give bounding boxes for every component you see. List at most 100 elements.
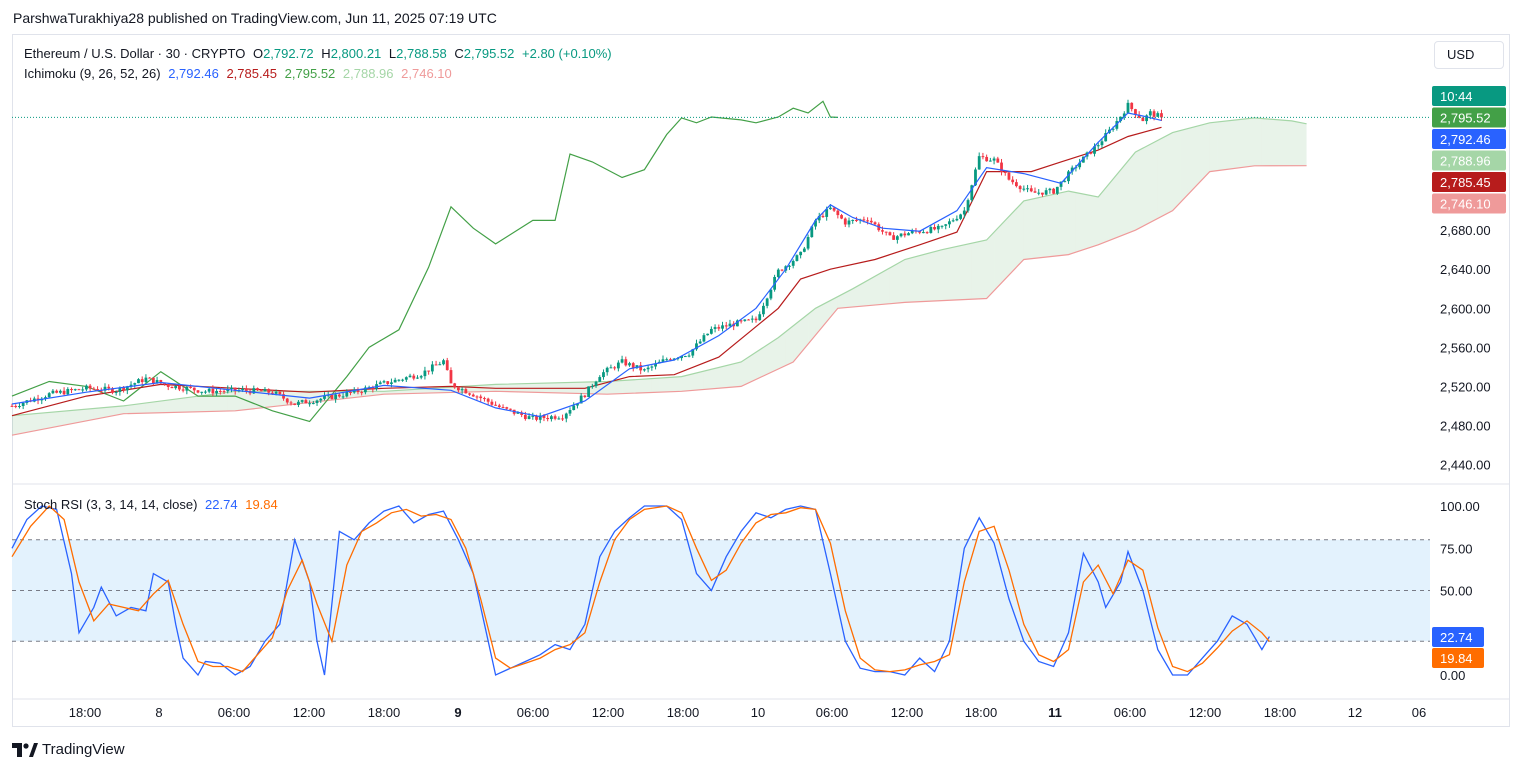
candle-body	[624, 359, 628, 366]
stoch-legend[interactable]: Stoch RSI (3, 3, 14, 14, close) 22.74 19…	[24, 497, 282, 512]
candle-body	[538, 415, 542, 420]
candle	[996, 156, 1000, 163]
candle	[572, 402, 576, 411]
candle-body	[196, 390, 200, 393]
candle	[85, 384, 88, 392]
cloud-segment	[1217, 121, 1225, 171]
candle-body	[955, 218, 959, 221]
candle-body	[382, 381, 386, 383]
candle-body	[244, 388, 248, 391]
ichimoku-legend[interactable]: Ichimoku (9, 26, 52, 26) 2,792.46 2,785.…	[24, 66, 456, 81]
candle	[884, 231, 888, 236]
candle	[349, 391, 352, 396]
candle-body	[349, 392, 352, 394]
candle-body	[639, 365, 643, 371]
candle	[337, 393, 341, 398]
candle-body	[122, 387, 125, 391]
candle	[1160, 109, 1163, 121]
lead-b-value: 2,746.10	[401, 66, 452, 81]
candle-body	[51, 390, 55, 394]
price-tag: 2,785.45	[1432, 172, 1506, 192]
candle	[616, 360, 620, 372]
candle-body	[1156, 113, 1160, 117]
candle-body	[230, 387, 233, 389]
candle-body	[323, 395, 326, 399]
candle-body	[851, 219, 855, 221]
candle	[988, 157, 992, 162]
candle-body	[166, 384, 170, 387]
candle-body	[576, 403, 579, 406]
chart-frame	[12, 34, 1510, 727]
open-value: 2,792.72	[263, 46, 314, 61]
price-tag-label: 2,792.46	[1440, 132, 1491, 147]
price-tags: 10:44 2,795.52 2,792.46 2,788.96 2,785.45 2,7…	[1432, 86, 1506, 214]
candle	[40, 397, 44, 405]
cloud-segment	[971, 241, 980, 300]
candle-body	[114, 391, 118, 393]
time-axis-tick: 12:00	[891, 705, 924, 720]
candle-body	[1148, 111, 1152, 116]
candle-body	[144, 377, 148, 383]
time-axis-tick: 12:00	[1189, 705, 1222, 720]
candle	[114, 390, 118, 396]
candle	[181, 386, 185, 393]
candle-body	[561, 418, 564, 420]
currency-button[interactable]: USD	[1434, 41, 1504, 69]
candle	[196, 390, 200, 394]
candle-body	[806, 237, 810, 249]
high-value: 2,800.21	[330, 46, 382, 61]
candle	[341, 392, 345, 399]
candle-body	[1078, 162, 1082, 168]
candle	[795, 254, 799, 262]
candle	[754, 316, 758, 323]
cloud-segment	[138, 402, 146, 414]
candle-body	[736, 320, 739, 327]
candle-body	[44, 397, 47, 399]
candle	[468, 392, 471, 396]
candle	[1089, 152, 1093, 155]
candle	[791, 259, 795, 269]
candle-body	[1104, 133, 1108, 142]
candle	[1029, 185, 1033, 193]
candle	[1134, 108, 1137, 119]
candle-body	[654, 363, 657, 367]
candle-body	[189, 386, 192, 388]
candle-body	[371, 387, 375, 389]
candle-body	[401, 379, 404, 381]
cloud-segment	[1075, 192, 1084, 253]
candles	[10, 99, 1163, 424]
time-axis-tick: 12:00	[592, 705, 625, 720]
candle-body	[192, 387, 196, 391]
price-tag-bg	[1432, 172, 1506, 192]
candle-body	[274, 391, 278, 394]
time-axis-tick: 18:00	[1264, 705, 1297, 720]
candle	[654, 360, 657, 370]
cloud-segment	[235, 391, 243, 411]
candle	[438, 361, 442, 366]
candle	[1081, 156, 1085, 163]
candle	[293, 403, 297, 406]
candle-body	[840, 215, 843, 219]
candle-body	[646, 367, 650, 370]
candle-body	[47, 393, 51, 398]
candle-body	[669, 359, 672, 361]
candle-body	[843, 218, 847, 225]
cloud-segment	[64, 410, 72, 426]
candle-body	[881, 230, 884, 232]
cloud-segment	[71, 409, 79, 424]
candle-body	[390, 382, 393, 384]
candle	[550, 414, 553, 422]
publisher-line: ParshwaTurakhiya28 published on TradingV…	[13, 10, 497, 26]
cloud-segment	[212, 393, 221, 412]
candle	[393, 377, 397, 383]
candle-body	[981, 156, 985, 158]
candle	[895, 235, 899, 244]
candle-body	[1063, 181, 1067, 183]
candle-body	[721, 325, 724, 329]
candle	[55, 389, 59, 394]
candle-body	[88, 385, 92, 389]
candle-body	[717, 327, 721, 329]
candle-body	[832, 207, 836, 211]
candle	[178, 383, 181, 392]
